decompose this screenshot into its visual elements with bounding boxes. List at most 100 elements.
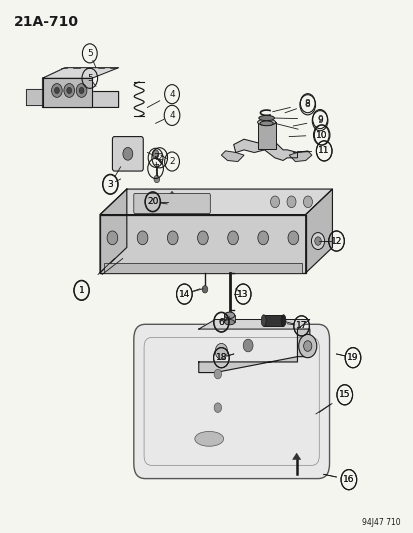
Text: 6: 6 — [218, 318, 224, 327]
Ellipse shape — [261, 315, 266, 326]
Circle shape — [314, 237, 320, 245]
Ellipse shape — [257, 119, 275, 125]
Text: 19: 19 — [347, 353, 358, 362]
Bar — [263, 315, 283, 326]
Text: 4: 4 — [169, 90, 174, 99]
Text: 13: 13 — [237, 289, 248, 298]
Text: 94J47 710: 94J47 710 — [361, 519, 399, 527]
Circle shape — [286, 196, 295, 208]
Circle shape — [227, 231, 238, 245]
Circle shape — [123, 148, 133, 160]
Circle shape — [76, 84, 87, 98]
Circle shape — [214, 403, 221, 413]
Bar — [104, 263, 301, 273]
Ellipse shape — [195, 431, 223, 446]
Text: 16: 16 — [342, 475, 354, 484]
Circle shape — [311, 232, 324, 249]
Polygon shape — [305, 189, 332, 273]
Text: 6: 6 — [218, 318, 224, 327]
Text: 4: 4 — [169, 111, 174, 120]
Circle shape — [303, 196, 312, 208]
Circle shape — [270, 196, 279, 208]
Circle shape — [64, 84, 74, 98]
Text: 12: 12 — [330, 237, 342, 246]
Polygon shape — [198, 319, 309, 329]
Text: 21A-710: 21A-710 — [14, 14, 78, 29]
Text: 17: 17 — [295, 321, 306, 330]
Circle shape — [52, 84, 62, 98]
Text: 7: 7 — [152, 154, 158, 163]
Circle shape — [257, 231, 268, 245]
Ellipse shape — [280, 315, 285, 326]
Circle shape — [298, 334, 316, 358]
Text: 8: 8 — [304, 100, 310, 109]
Text: 1: 1 — [78, 286, 84, 295]
Circle shape — [215, 343, 227, 359]
Text: 2: 2 — [169, 157, 174, 166]
Polygon shape — [221, 151, 243, 161]
Polygon shape — [43, 68, 118, 78]
Polygon shape — [100, 189, 332, 215]
Circle shape — [167, 231, 178, 245]
Polygon shape — [43, 68, 118, 108]
Polygon shape — [198, 329, 309, 373]
Circle shape — [197, 231, 208, 245]
Circle shape — [66, 87, 71, 94]
Text: 18: 18 — [215, 353, 227, 362]
Text: 9: 9 — [316, 116, 322, 125]
Circle shape — [214, 369, 221, 379]
Ellipse shape — [224, 319, 234, 325]
Text: 1: 1 — [78, 286, 84, 295]
Circle shape — [154, 175, 159, 183]
Circle shape — [287, 231, 298, 245]
Text: 15: 15 — [338, 390, 350, 399]
Circle shape — [202, 286, 207, 293]
Circle shape — [303, 341, 311, 351]
Circle shape — [242, 339, 252, 352]
Text: 12: 12 — [330, 237, 342, 246]
Text: 3: 3 — [107, 180, 113, 189]
Bar — [224, 316, 234, 322]
Bar — [257, 122, 275, 149]
Ellipse shape — [258, 115, 274, 120]
Text: 18: 18 — [215, 353, 227, 362]
Polygon shape — [43, 78, 92, 108]
Text: 5: 5 — [87, 49, 93, 58]
FancyBboxPatch shape — [112, 136, 143, 171]
Text: 7: 7 — [152, 164, 158, 173]
Ellipse shape — [259, 121, 273, 126]
Ellipse shape — [224, 312, 234, 318]
FancyBboxPatch shape — [133, 193, 210, 214]
Text: 14: 14 — [178, 289, 190, 298]
Circle shape — [79, 87, 84, 94]
Text: 9: 9 — [316, 115, 322, 124]
Text: 20: 20 — [147, 197, 158, 206]
Text: 2: 2 — [157, 154, 162, 163]
Text: 5: 5 — [87, 74, 93, 83]
Text: 13: 13 — [237, 289, 248, 298]
FancyBboxPatch shape — [133, 324, 329, 479]
Circle shape — [54, 87, 59, 94]
Text: 3: 3 — [107, 180, 113, 189]
Text: 16: 16 — [342, 475, 354, 484]
Text: 10: 10 — [315, 131, 326, 140]
Text: 11: 11 — [318, 147, 329, 156]
Text: 11: 11 — [318, 147, 329, 156]
Text: 8: 8 — [304, 99, 310, 108]
Text: 17: 17 — [295, 321, 306, 330]
Polygon shape — [169, 191, 175, 195]
Polygon shape — [100, 215, 305, 273]
Circle shape — [137, 231, 147, 245]
Polygon shape — [233, 139, 297, 160]
Polygon shape — [289, 151, 311, 161]
Polygon shape — [100, 189, 126, 273]
Circle shape — [152, 150, 159, 158]
Text: 19: 19 — [347, 353, 358, 362]
Text: 15: 15 — [338, 390, 350, 399]
Polygon shape — [26, 89, 43, 105]
Text: 20: 20 — [147, 197, 158, 206]
Text: 10: 10 — [316, 131, 327, 140]
Polygon shape — [292, 453, 300, 459]
Circle shape — [107, 231, 117, 245]
Text: 14: 14 — [178, 289, 190, 298]
